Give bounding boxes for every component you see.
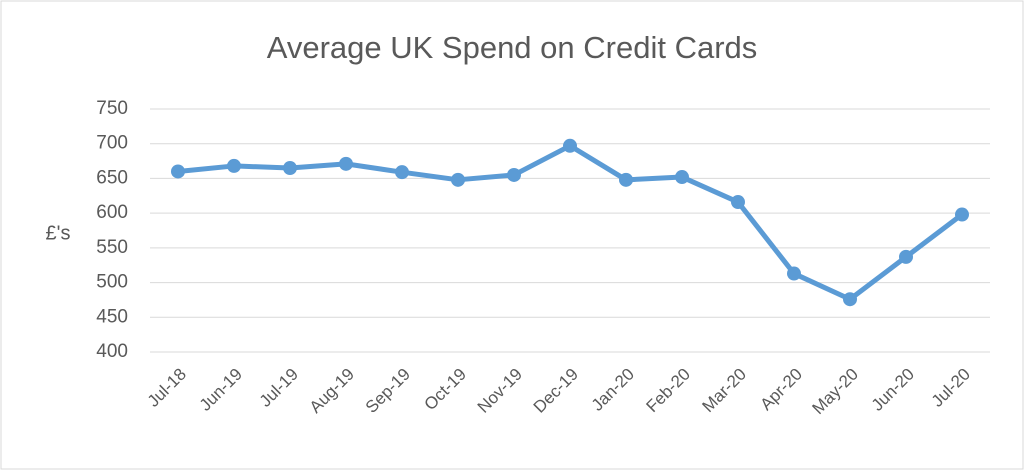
y-tick-label: 600	[96, 202, 128, 223]
data-point	[955, 207, 969, 222]
data-point	[339, 156, 353, 171]
data-point	[395, 165, 409, 180]
data-point	[619, 172, 633, 187]
y-tick-label: 500	[96, 272, 128, 293]
data-point	[563, 138, 577, 153]
data-point	[171, 164, 185, 179]
data-point	[899, 249, 913, 264]
data-point	[451, 172, 465, 187]
y-tick-label: 400	[96, 341, 128, 362]
data-point	[675, 170, 689, 185]
y-tick-label: 700	[96, 133, 128, 154]
data-point	[731, 195, 745, 210]
y-tick-label: 650	[96, 167, 128, 188]
y-axis-label: £'s	[46, 222, 71, 244]
data-point	[507, 167, 521, 182]
data-point	[787, 266, 801, 281]
y-tick-label: 750	[96, 98, 128, 119]
data-point	[227, 158, 241, 173]
data-point	[843, 292, 857, 307]
y-tick-label: 550	[96, 237, 128, 258]
chart-title: Average UK Spend on Credit Cards	[267, 30, 758, 65]
y-tick-label: 450	[96, 306, 128, 327]
data-point	[283, 161, 297, 176]
